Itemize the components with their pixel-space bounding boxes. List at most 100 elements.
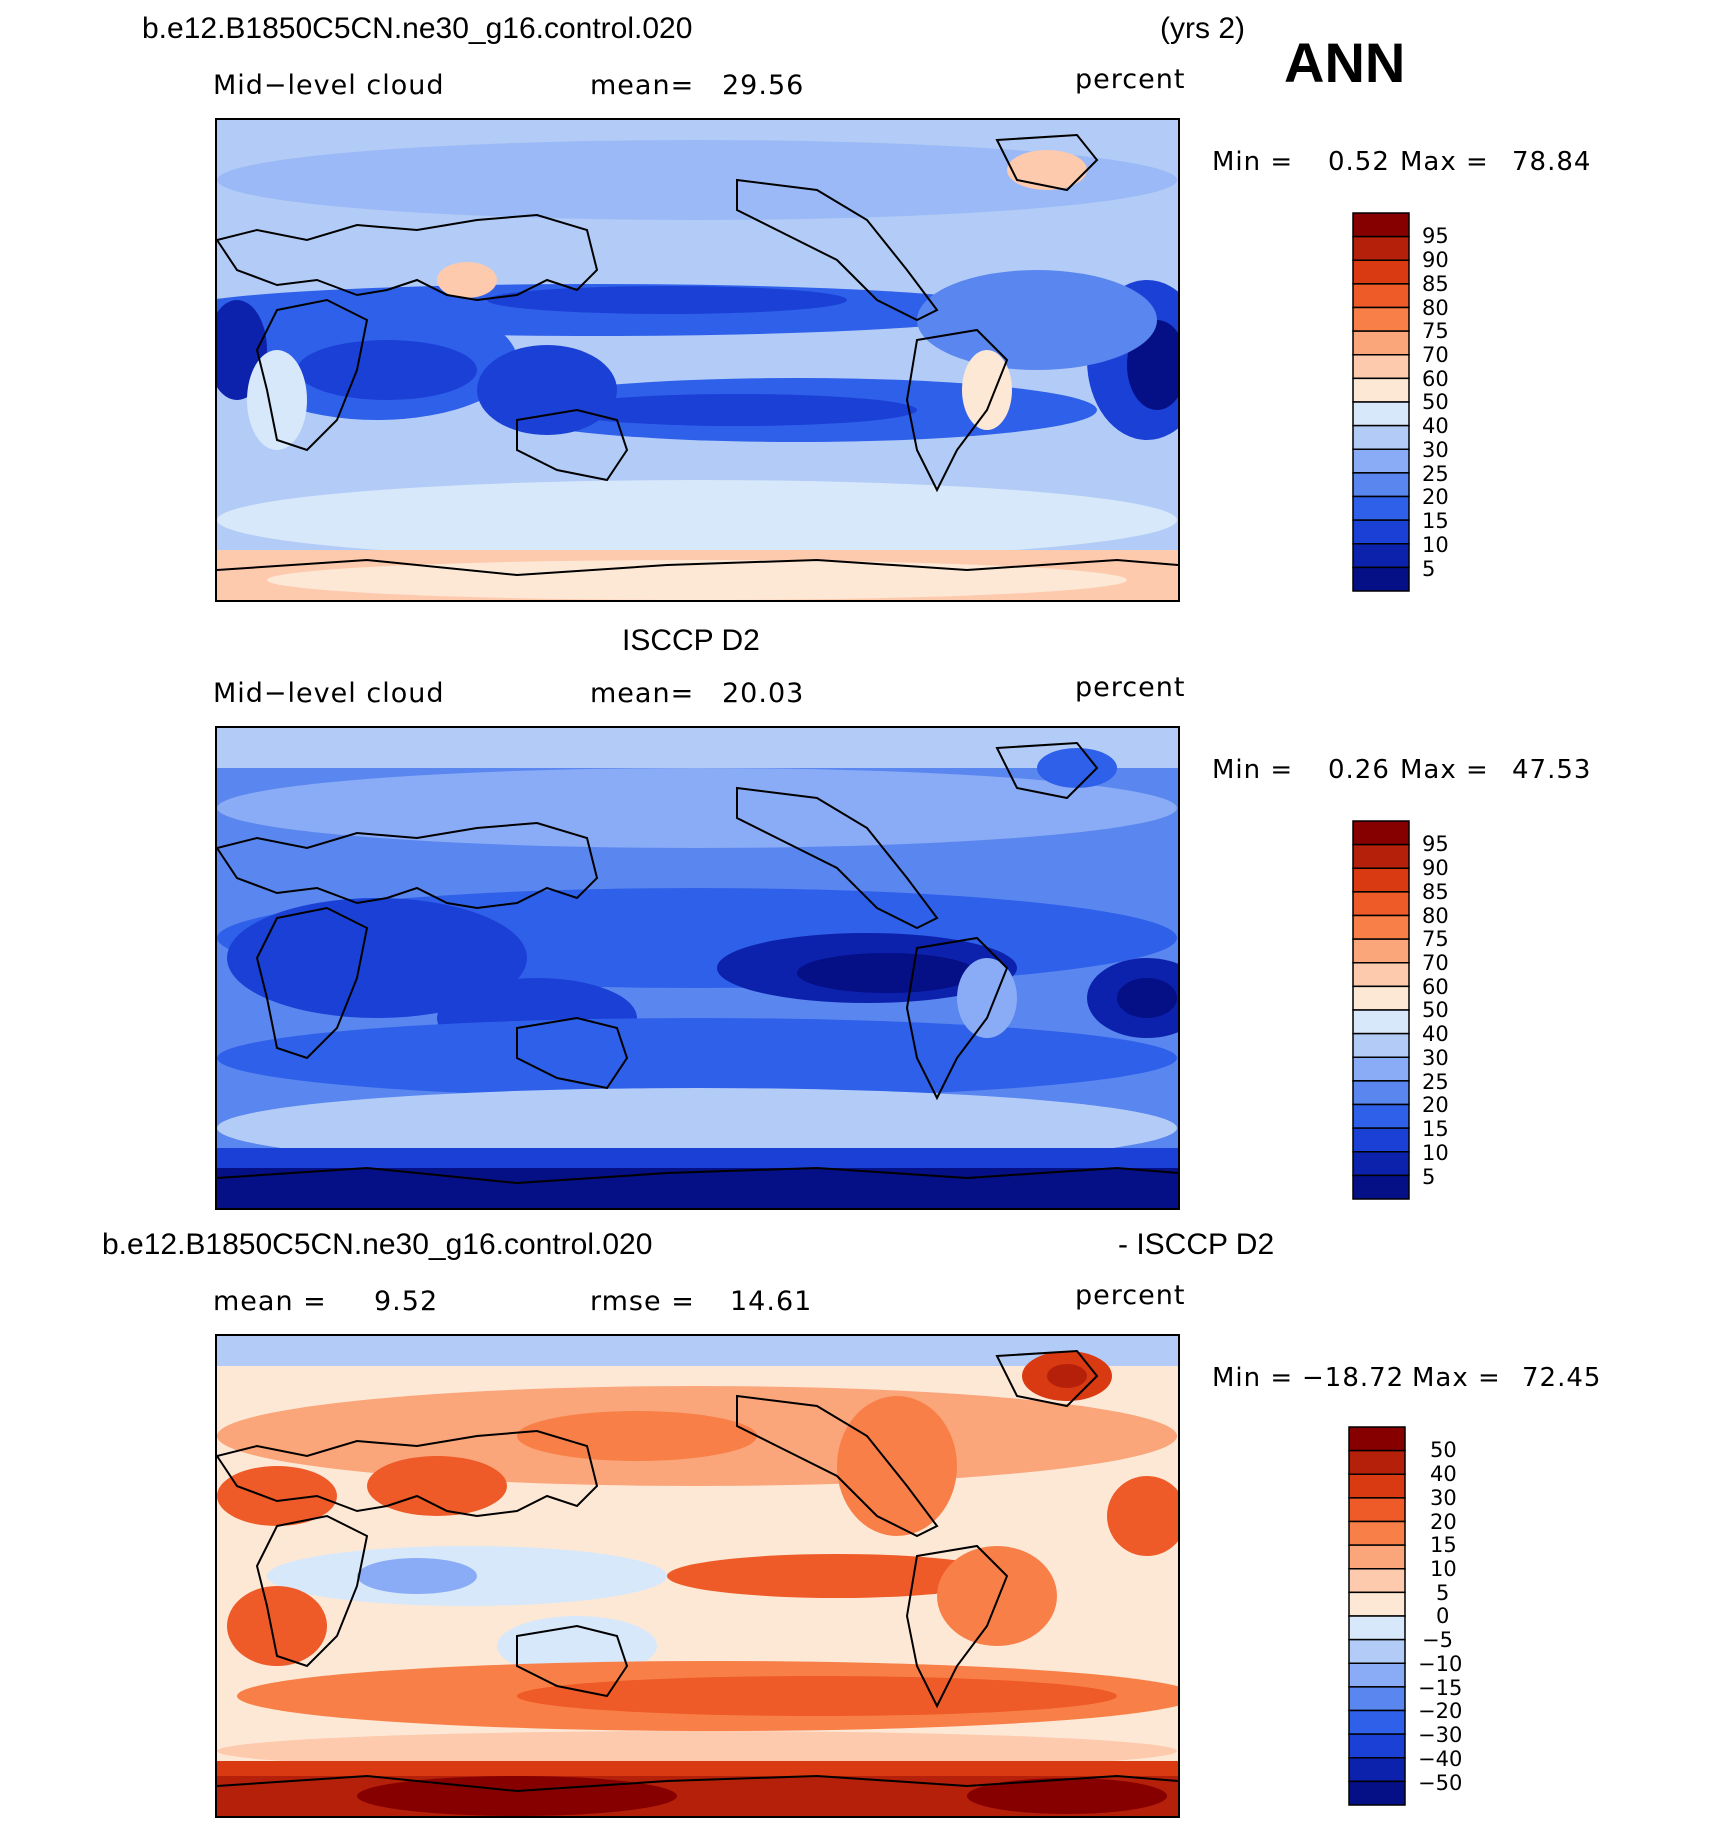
cbar1-tick: 25 (1422, 462, 1449, 486)
colorbar-box (1352, 1103, 1410, 1129)
panel3-min-label: Min = (1212, 1363, 1294, 1393)
colorbar-box (1352, 1009, 1410, 1035)
cbar2-tick: 85 (1422, 880, 1449, 904)
years-label: (yrs 2) (1160, 12, 1245, 45)
colorbar-box (1352, 962, 1410, 988)
cbar3-tick: −15 (1418, 1676, 1463, 1700)
panel3-min-value: −18.72 (1302, 1363, 1405, 1393)
cbar1-tick: 75 (1422, 319, 1449, 343)
colorbar-box (1352, 914, 1410, 940)
colorbar-box (1352, 283, 1410, 309)
panel1-units: percent (1075, 64, 1186, 95)
panel3-max-value: 72.45 (1522, 1363, 1602, 1393)
panel2-mean-value: 20.03 (722, 678, 805, 709)
panel1-map (215, 118, 1180, 602)
panel2-colorbar (1352, 820, 1410, 1200)
colorbar-box (1348, 1733, 1406, 1759)
cbar3-tick: −30 (1418, 1723, 1463, 1747)
panel3-rmse-value: 14.61 (730, 1286, 813, 1317)
cbar1-tick: 10 (1422, 533, 1449, 557)
cbar2-tick: 80 (1422, 904, 1449, 928)
colorbar-box (1352, 1056, 1410, 1082)
panel3-colorbar-svg (1348, 1426, 1406, 1806)
colorbar-box (1352, 495, 1410, 521)
cbar3-tick: −20 (1418, 1699, 1463, 1723)
cbar2-tick: 50 (1422, 998, 1449, 1022)
cbar3-tick: 20 (1430, 1510, 1457, 1534)
panel3-units: percent (1075, 1280, 1186, 1311)
panel1-min-value: 0.52 (1328, 147, 1390, 177)
cbar2-tick: 60 (1422, 975, 1449, 999)
colorbar-box (1348, 1615, 1406, 1641)
cbar1-tick: 90 (1422, 248, 1449, 272)
colorbar-box (1348, 1473, 1406, 1499)
cbar2-tick: 70 (1422, 951, 1449, 975)
colorbar-box (1352, 1174, 1410, 1200)
panel1-colorbar (1352, 212, 1410, 592)
panel2-units: percent (1075, 672, 1186, 703)
cbar1-tick: 30 (1422, 438, 1449, 462)
panel3-max-label: Max = (1412, 1363, 1501, 1393)
colorbar-box (1348, 1520, 1406, 1546)
colorbar-box (1352, 1080, 1410, 1106)
panel1-max-label: Max = (1400, 147, 1489, 177)
panel1-colorbar-ticks: 95 90 85 80 75 70 60 50 40 30 25 20 15 1… (1422, 212, 1482, 592)
panel2-colorbar-svg (1352, 820, 1410, 1200)
cbar1-tick: 5 (1422, 557, 1436, 581)
colorbar-box (1352, 306, 1410, 332)
panel1-colorbar-svg (1352, 212, 1410, 592)
cbar3-tick: 40 (1430, 1462, 1457, 1486)
cbar1-tick: 95 (1422, 224, 1449, 248)
colorbar-box (1352, 259, 1410, 285)
cbar1-tick: 60 (1422, 367, 1449, 391)
panel2-colorbar-ticks: 95 90 85 80 75 70 60 50 40 30 25 20 15 1… (1422, 820, 1482, 1200)
panel2-mean-label: mean= (590, 678, 695, 709)
colorbar-box (1348, 1686, 1406, 1712)
cbar2-tick: 5 (1422, 1165, 1436, 1189)
panel3-title-left: b.e12.B1850C5CN.ne30_g16.control.020 (102, 1228, 653, 1261)
case-title: b.e12.B1850C5CN.ne30_g16.control.020 (142, 12, 693, 45)
cbar2-tick: 15 (1422, 1117, 1449, 1141)
panel1-map-svg (217, 120, 1178, 600)
colorbar-box (1348, 1780, 1406, 1806)
cbar3-tick: 50 (1430, 1438, 1457, 1462)
colorbar-box (1348, 1709, 1406, 1735)
panel3-rmse-label: rmse = (590, 1286, 695, 1317)
panel2-min-label: Min = (1212, 755, 1294, 785)
panel2-map (215, 726, 1180, 1210)
colorbar-box (1352, 354, 1410, 380)
colorbar-box (1348, 1591, 1406, 1617)
panel3-title-right: - ISCCP D2 (1118, 1228, 1275, 1261)
panel1-variable: Mid−level cloud (213, 70, 445, 101)
colorbar-box (1352, 1032, 1410, 1058)
cbar3-tick: −50 (1418, 1771, 1463, 1795)
colorbar-box (1348, 1497, 1406, 1523)
colorbar-box (1352, 985, 1410, 1011)
panel3-mean-label: mean = (213, 1286, 327, 1317)
cbar2-tick: 90 (1422, 856, 1449, 880)
colorbar-box (1352, 401, 1410, 427)
colorbar-box (1352, 891, 1410, 917)
panel2-max-value: 47.53 (1512, 755, 1592, 785)
panel2-max-label: Max = (1400, 755, 1489, 785)
cbar1-tick: 20 (1422, 485, 1449, 509)
colorbar-box (1352, 472, 1410, 498)
cbar2-tick: 40 (1422, 1022, 1449, 1046)
panel3-colorbar-ticks: 50 40 30 20 15 10 5 0 −5 −10 −15 −20 −30… (1418, 1426, 1498, 1806)
cbar3-tick: 15 (1430, 1533, 1457, 1557)
colorbar-box (1352, 424, 1410, 450)
cbar1-tick: 40 (1422, 414, 1449, 438)
colorbar-box (1352, 820, 1410, 846)
colorbar-box (1348, 1449, 1406, 1475)
cbar3-tick: 10 (1430, 1557, 1457, 1581)
colorbar-box (1348, 1638, 1406, 1664)
colorbar-box (1348, 1544, 1406, 1570)
panel2-map-svg (217, 728, 1178, 1208)
cbar3-tick: −40 (1418, 1747, 1463, 1771)
colorbar-box (1352, 212, 1410, 238)
colorbar-box (1352, 519, 1410, 545)
season-label: ANN (1284, 31, 1406, 94)
cbar3-tick: −5 (1422, 1628, 1453, 1652)
cbar3-tick: 5 (1436, 1581, 1450, 1605)
colorbar-box (1352, 235, 1410, 261)
